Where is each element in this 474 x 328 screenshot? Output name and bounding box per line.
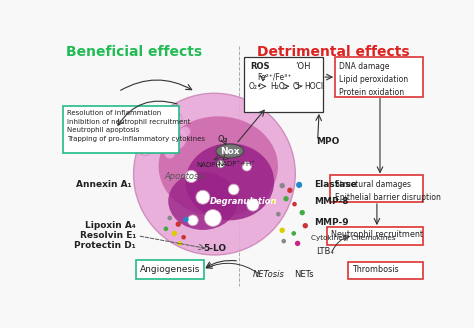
Text: Cl⁻: Cl⁻ xyxy=(293,82,304,92)
Text: ROS: ROS xyxy=(250,62,269,72)
Circle shape xyxy=(283,196,289,201)
Circle shape xyxy=(138,142,152,155)
Text: ’OH: ’OH xyxy=(295,62,311,72)
Text: O₂: O₂ xyxy=(217,135,227,144)
Text: NETosis: NETosis xyxy=(252,271,284,279)
Circle shape xyxy=(280,228,285,233)
Circle shape xyxy=(162,126,187,150)
Text: HOCl: HOCl xyxy=(304,82,323,92)
Circle shape xyxy=(180,126,191,137)
Text: Angiogenesis: Angiogenesis xyxy=(139,265,200,274)
FancyBboxPatch shape xyxy=(137,260,204,279)
Text: Lipoxin A₄: Lipoxin A₄ xyxy=(85,221,136,230)
Text: H₂O₂: H₂O₂ xyxy=(270,82,288,92)
Text: NADPH: NADPH xyxy=(196,162,220,168)
Circle shape xyxy=(296,182,302,188)
FancyBboxPatch shape xyxy=(244,57,323,112)
Text: Protectin D₁: Protectin D₁ xyxy=(74,241,136,250)
Circle shape xyxy=(272,199,276,203)
Text: 5-LO: 5-LO xyxy=(203,244,226,253)
Circle shape xyxy=(204,210,221,226)
Text: Resolution of inflammation
Inhibition of neutrophil recruitment
Neutrophil apopt: Resolution of inflammation Inhibition of… xyxy=(67,110,205,142)
FancyBboxPatch shape xyxy=(335,57,423,97)
Text: MPO: MPO xyxy=(316,136,339,146)
Circle shape xyxy=(295,241,301,246)
Circle shape xyxy=(177,241,182,246)
Text: Degranulation: Degranulation xyxy=(210,196,277,206)
Text: LTB₄: LTB₄ xyxy=(316,247,334,256)
Text: MMP-9: MMP-9 xyxy=(315,218,349,227)
Text: O₂•⁻: O₂•⁻ xyxy=(248,82,266,92)
Text: Cytokines/ Chemokines: Cytokines/ Chemokines xyxy=(310,235,395,241)
Circle shape xyxy=(282,239,286,243)
Circle shape xyxy=(242,162,251,171)
Text: Apoptosis: Apoptosis xyxy=(164,172,206,181)
Ellipse shape xyxy=(134,93,295,255)
Circle shape xyxy=(196,190,210,204)
Text: Fe²⁺/Fe³⁺: Fe²⁺/Fe³⁺ xyxy=(257,72,292,81)
Ellipse shape xyxy=(216,144,244,158)
Circle shape xyxy=(154,117,171,134)
FancyBboxPatch shape xyxy=(330,175,423,202)
Text: Annexin A₁: Annexin A₁ xyxy=(76,180,131,189)
Circle shape xyxy=(161,135,170,144)
Circle shape xyxy=(188,215,198,226)
Circle shape xyxy=(276,212,281,216)
FancyBboxPatch shape xyxy=(348,261,423,279)
Circle shape xyxy=(175,221,181,227)
Circle shape xyxy=(292,231,296,236)
Circle shape xyxy=(247,199,259,211)
Circle shape xyxy=(172,231,177,236)
Circle shape xyxy=(280,183,285,188)
Circle shape xyxy=(185,170,198,183)
Text: DNA damage
Lipid peroxidation
Protein oxidation: DNA damage Lipid peroxidation Protein ox… xyxy=(339,62,408,97)
Circle shape xyxy=(292,202,297,206)
Text: Resolvin E₁: Resolvin E₁ xyxy=(80,231,136,240)
Circle shape xyxy=(164,226,168,231)
FancyBboxPatch shape xyxy=(327,227,423,245)
Text: Elastase: Elastase xyxy=(315,180,357,189)
Text: Beneficial effects: Beneficial effects xyxy=(65,45,201,59)
Ellipse shape xyxy=(185,143,274,220)
Text: Structural damages
Epithelial barrier disruption: Structural damages Epithelial barrier di… xyxy=(335,179,440,202)
Circle shape xyxy=(167,216,172,220)
Circle shape xyxy=(287,188,292,193)
Text: Detrimental effects: Detrimental effects xyxy=(257,45,410,59)
Circle shape xyxy=(170,113,182,125)
Circle shape xyxy=(182,235,186,239)
Text: NADP⁺+H⁺: NADP⁺+H⁺ xyxy=(217,161,255,167)
Circle shape xyxy=(164,148,175,159)
FancyBboxPatch shape xyxy=(63,106,179,153)
Ellipse shape xyxy=(168,172,237,230)
Text: Neutrophil recruitment: Neutrophil recruitment xyxy=(331,230,423,239)
Circle shape xyxy=(144,129,162,147)
Circle shape xyxy=(228,184,239,195)
Text: MMP-8: MMP-8 xyxy=(315,196,349,206)
Circle shape xyxy=(300,210,305,215)
Circle shape xyxy=(302,223,308,228)
Text: Nox: Nox xyxy=(220,147,239,156)
Text: Thrombosis: Thrombosis xyxy=(352,265,399,274)
Circle shape xyxy=(217,160,225,168)
Ellipse shape xyxy=(159,116,278,216)
Text: NETs: NETs xyxy=(294,271,314,279)
Circle shape xyxy=(183,217,189,222)
